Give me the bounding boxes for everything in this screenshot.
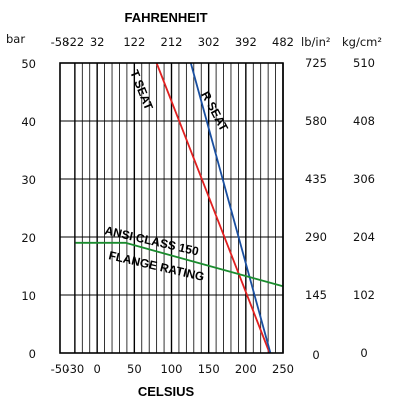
y3-tick-label: 408 [353,114,375,128]
x-tick-label: -50 [51,362,70,376]
x2-tick-label: 302 [198,35,220,49]
x-tick-label: 150 [198,362,220,376]
y2-tick-label: 0 [312,348,319,362]
y2-tick-label: 435 [305,172,327,186]
series-line-t-seat [155,62,271,354]
y3-tick-label: 306 [353,172,375,186]
plot-frame [59,62,284,354]
x2-tick-label: -58 [51,35,70,49]
y3-tick-label: 102 [353,288,375,302]
y3-axis-unit-label: kg/cm² [342,35,382,49]
y2-tick-label: 290 [305,230,327,244]
y2-tick-label: 725 [305,56,327,70]
y2-axis-unit-label: lb/in² [301,35,330,49]
x2-tick-label: 482 [272,35,294,49]
y3-tick-label: 510 [353,56,375,70]
x2-tick-label: -22 [65,35,84,49]
tick-labels: -50-30 0 50 100 150 200 250-58-22 32 122 212 302 39… [21,35,375,376]
y3-tick-label: 204 [353,230,375,244]
x2-tick-label: 212 [161,35,183,49]
series-line-r-seat [189,62,272,354]
y-tick-label: 50 [21,57,36,71]
chart-series [75,62,284,354]
x2-tick-label: 392 [235,35,257,49]
x2-tick-label: 32 [90,35,105,49]
y-tick-label: 20 [21,231,36,245]
y2-tick-label: 580 [305,114,327,128]
y-tick-label: 10 [21,289,36,303]
y-axis-unit-label: bar [6,32,25,46]
y-tick-label: 30 [21,173,36,187]
x-tick-label: 200 [235,362,257,376]
x-tick-label: 250 [272,362,294,376]
y-tick-label: 40 [21,115,36,129]
x-tick-label: 100 [161,362,183,376]
x-tick-label: -30 [65,362,84,376]
y2-tick-label: 145 [305,288,327,302]
plot-border [59,62,284,354]
chart-grid [60,63,284,353]
y-tick-label: 0 [29,347,36,361]
y3-tick-label: 0 [360,346,367,360]
x-tick-label: 50 [127,362,142,376]
x-tick-label: 0 [94,362,101,376]
x2-tick-label: 122 [123,35,145,49]
x-axis-title: CELSIUS [138,384,195,398]
x2-axis-title: FAHRENHEIT [124,10,207,25]
t-seat-label: T SEAT [127,68,156,113]
series-line-ansi-class-150-flange-rating [75,241,284,288]
